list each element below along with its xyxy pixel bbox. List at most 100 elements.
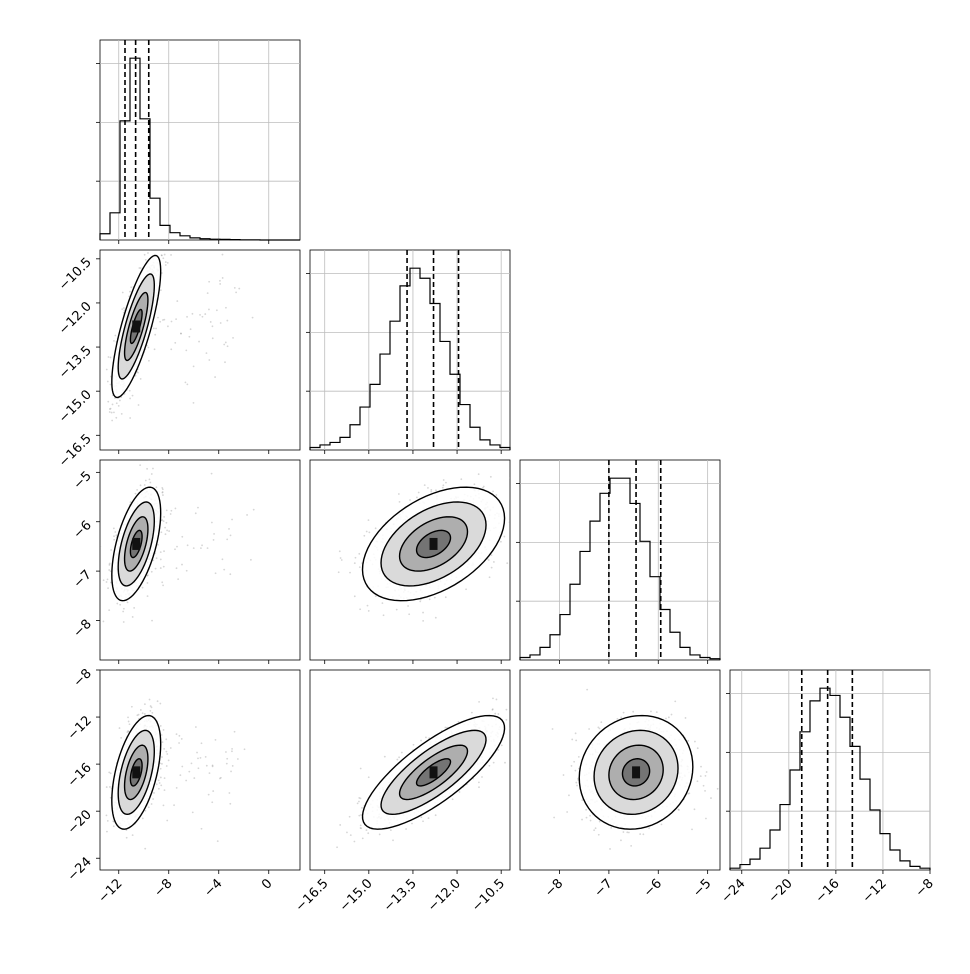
scatter-point [157,544,159,546]
scatter-point [511,718,513,720]
scatter-point [202,316,204,318]
scatter-point [222,558,224,560]
scatter-point [168,530,170,532]
scatter-point [136,714,138,716]
scatter-point [103,621,105,623]
scatter-point [148,806,150,808]
scatter-point [174,342,176,344]
scatter-point [129,417,131,419]
scatter-point [234,287,236,289]
scatter-point [142,712,144,714]
density-panel-0-1 [95,236,300,450]
scatter-point [145,480,147,482]
scatter-point [156,557,158,559]
scatter-point [153,327,155,329]
scatter-point [362,837,364,839]
scatter-point [413,744,415,746]
scatter-point [506,709,508,711]
scatter-point [164,789,166,791]
scatter-point [155,486,157,488]
scatter-point [229,803,231,805]
scatter-point [157,317,159,319]
scatter-point [220,777,222,779]
scatter-point [197,757,199,759]
scatter-point [106,831,108,833]
scatter-point [170,747,172,749]
scatter-point [222,277,224,279]
scatter-point [167,262,169,264]
scatter-point [160,567,162,569]
scatter-point [164,527,166,529]
scatter-point [427,487,429,489]
scatter-point [214,376,216,378]
scatter-point [119,727,121,729]
scatter-point [231,519,233,521]
scatter-point [354,562,356,564]
scatter-point [226,538,228,540]
scatter-point [113,340,115,342]
scatter-point [126,837,128,839]
scatter-point [246,514,248,516]
scatter-point [490,476,492,478]
scatter-point [133,607,135,609]
scatter-point [445,596,447,598]
scatter-point [159,321,161,323]
scatter-point [226,320,228,322]
scatter-point [185,780,187,782]
scatter-point [497,713,499,715]
density-peak [132,766,140,778]
scatter-point [360,814,362,816]
scatter-point [219,283,221,285]
scatter-point [501,744,503,746]
scatter-point [176,546,178,548]
scatter-point [148,459,150,461]
scatter-point [114,531,116,533]
scatter-point [147,595,149,597]
scatter-point [503,536,505,538]
scatter-point [193,777,195,779]
scatter-point [159,703,161,705]
scatter-point [416,496,418,498]
scatter-point [148,347,150,349]
scatter-point [193,402,195,404]
scatter-point [366,531,368,533]
scatter-point [166,765,168,767]
scatter-point [170,348,172,350]
scatter-point [108,569,110,571]
scatter-point [494,713,496,715]
scatter-point [368,610,370,612]
scatter-point [160,289,162,291]
scatter-point [473,483,475,485]
scatter-point [160,777,162,779]
scatter-point [517,737,519,739]
scatter-point [144,713,146,715]
scatter-point [213,539,215,541]
scatter-point [495,494,497,496]
scatter-point [368,519,370,521]
scatter-point [138,404,140,406]
scatter-point [139,464,141,466]
scatter-point [489,576,491,578]
scatter-point [196,752,198,754]
scatter-point [174,548,176,550]
scatter-point [122,611,124,613]
scatter-point [176,787,178,789]
scatter-point [160,559,162,561]
scatter-point [212,337,214,339]
scatter-point [175,508,177,510]
scatter-point [140,378,142,380]
scatter-point [353,841,355,843]
scatter-point [163,520,165,522]
scatter-point [208,359,210,361]
scatter-point [149,482,151,484]
scatter-point [191,762,193,764]
scatter-point [491,554,493,556]
scatter-point [176,733,178,735]
scatter-point [383,614,385,616]
scatter-point [231,750,233,752]
scatter-point [195,512,197,514]
scatter-point [192,811,194,813]
scatter-point [110,772,112,774]
scatter-point [452,798,454,800]
scatter-point [106,369,108,371]
